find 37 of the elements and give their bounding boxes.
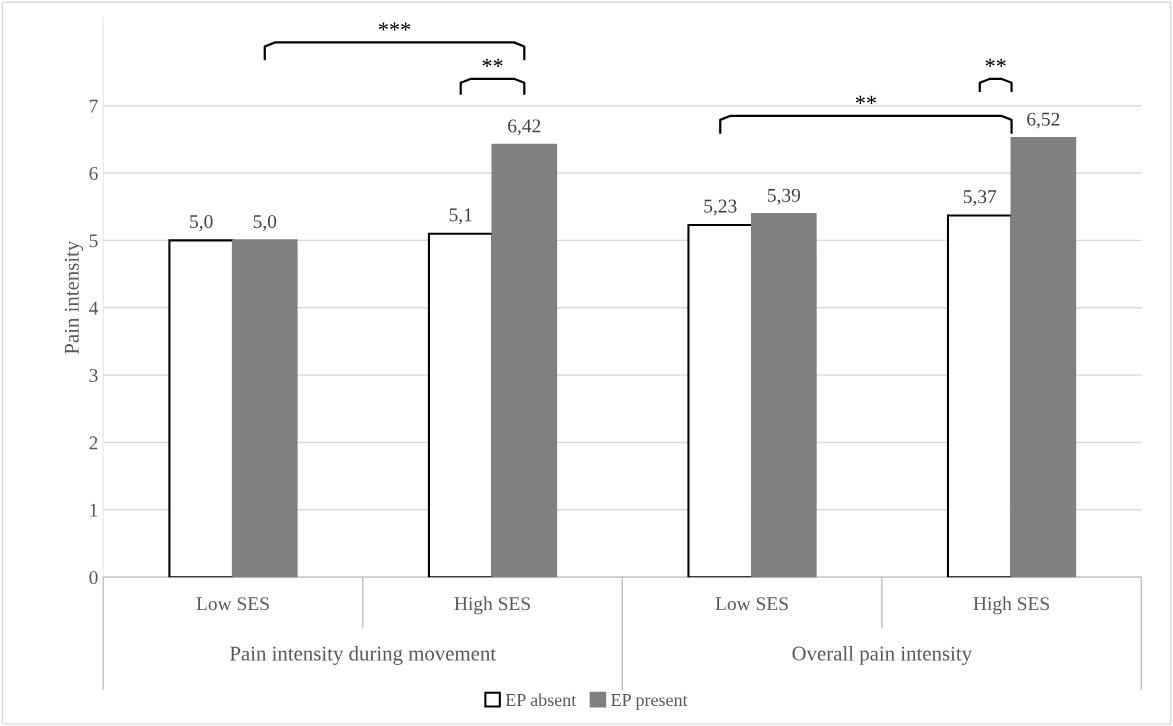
data-label: 5,0 [253, 215, 277, 231]
data-label: 5,23 [704, 199, 737, 216]
data-label: 6,42 [508, 119, 541, 136]
text: Pain intensity during movement [229, 645, 497, 665]
annotation: ** [855, 95, 876, 104]
data-label: 5,1 [449, 208, 472, 225]
legend-label: EP present [611, 694, 688, 710]
x-tick-label: Low SES [715, 597, 788, 611]
x-tick-label: High SES [973, 596, 1049, 615]
x-tick-label: High SES [454, 596, 530, 615]
bar [231, 239, 298, 578]
bar [427, 232, 494, 578]
y-tick-label: 2 [89, 436, 98, 450]
text: Overall pain intensity [792, 645, 972, 665]
y-tick-label: 6 [89, 166, 98, 180]
data-label: 6,52 [1027, 112, 1060, 129]
legend-label: EP absent [505, 693, 577, 707]
y-axis-title: Pain intensity [64, 240, 84, 355]
y-tick-label: 3 [89, 368, 98, 383]
y-tick-label: 4 [89, 301, 99, 315]
bar [491, 143, 558, 578]
x-tick-label: Low SES [196, 597, 269, 611]
data-label: 5,39 [767, 188, 801, 205]
data-label: 5,0 [190, 215, 213, 231]
annotation: ** [985, 58, 1006, 67]
bar [751, 213, 817, 578]
annotation: ** [482, 58, 503, 67]
bar [946, 214, 1013, 578]
y-tick-label: 1 [90, 503, 98, 517]
bar [1010, 137, 1077, 578]
y-tick-label: 0 [89, 570, 98, 585]
y-tick-label: 7 [89, 99, 98, 113]
y-tick-label: 5 [89, 234, 98, 248]
data-label: 5,37 [963, 190, 997, 207]
bar [168, 239, 235, 578]
bar [687, 223, 754, 578]
annotation: *** [378, 22, 411, 31]
